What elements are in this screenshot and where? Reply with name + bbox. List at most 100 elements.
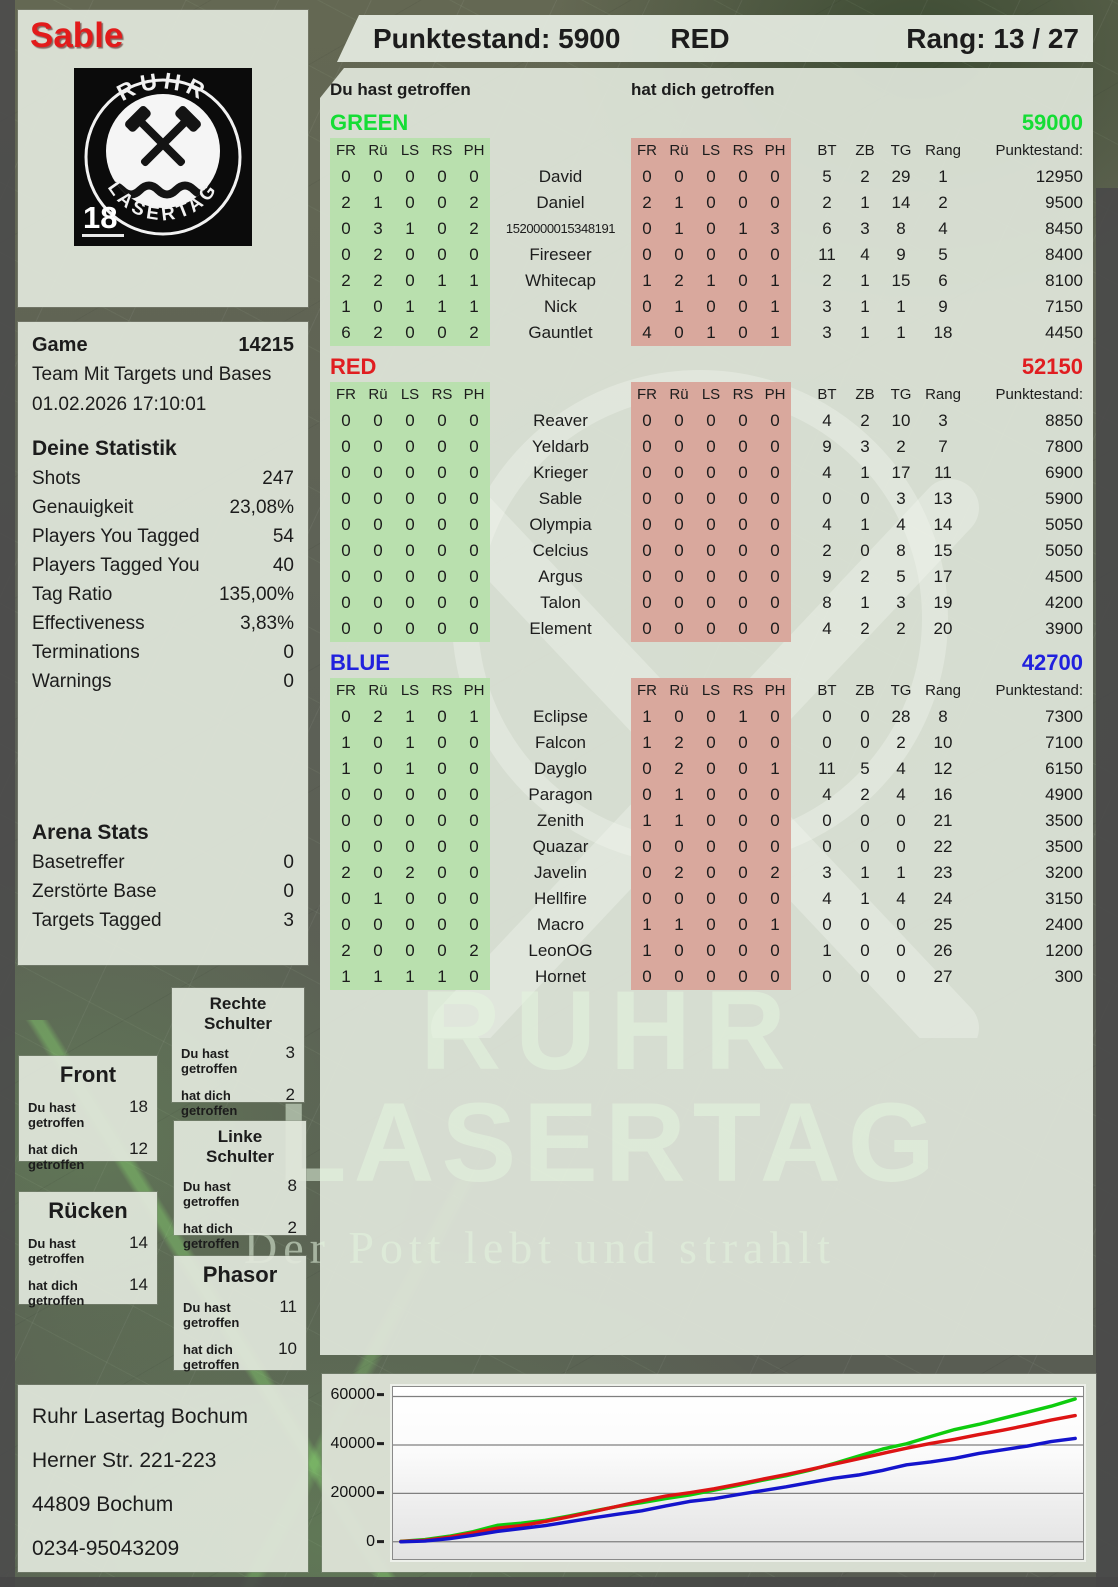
body-part-row: hat dich getroffen 14 <box>27 1275 149 1308</box>
team-table-blue: BLUE 42700 FR Rü LS RS PH FR Rü LS RS PH BT ZB TG Rang P… <box>320 648 1093 990</box>
page-right-border <box>1096 188 1118 1587</box>
hit-cell-you: 0 <box>458 782 490 808</box>
hit-cell-you: 0 <box>362 512 394 538</box>
arena-stat-row: Zerstörte Base 0 <box>32 877 294 906</box>
them-hit-value: 12 <box>129 1139 148 1158</box>
hit-cell-them: 0 <box>759 486 791 512</box>
hit-cell-them: 0 <box>695 808 727 834</box>
you-hit-label: Du hast getroffen <box>183 1300 240 1330</box>
punktestand-cell: 7300 <box>1045 707 1083 726</box>
team-header: BLUE 42700 <box>320 648 1093 678</box>
hit-cell-you: 6 <box>330 320 362 346</box>
stat-cell: 0 <box>860 915 870 934</box>
stat-cell: 6 <box>938 271 948 290</box>
hit-cell-them: 0 <box>727 938 759 964</box>
hit-cell-them: 0 <box>759 808 791 834</box>
hit-column-header: PH <box>458 678 490 704</box>
you-hit-value: 3 <box>285 1043 295 1062</box>
stat-cell: 1 <box>896 863 906 882</box>
hit-cell-them: 0 <box>727 460 759 486</box>
hit-cell-you: 0 <box>330 460 362 486</box>
hit-cell-them: 1 <box>631 938 663 964</box>
player-row: 0 0 0 0 0 Argus 0 0 0 0 0 9 2 5 17 4500 <box>320 564 1093 590</box>
hit-column-header: FR <box>631 382 663 408</box>
stat-column-header: TG <box>890 142 912 159</box>
hit-cell-you: 0 <box>426 164 458 190</box>
hit-cell-you: 0 <box>330 834 362 860</box>
stat-cell: 13 <box>933 489 953 508</box>
stat-value: 0 <box>283 641 294 663</box>
punktestand-cell: 3900 <box>1045 619 1083 638</box>
stat-cell: 23 <box>933 863 953 882</box>
punktestand-cell: 2400 <box>1045 915 1083 934</box>
logo-age-underline <box>82 234 124 237</box>
hit-cell-them: 0 <box>631 590 663 616</box>
stat-cell: 11 <box>818 759 836 778</box>
hit-cell-you: 0 <box>330 538 362 564</box>
stat-cell: 2 <box>896 733 906 752</box>
hit-cell-them: 0 <box>631 756 663 782</box>
y-axis-tick: 0 <box>366 1533 384 1551</box>
punktestand-cell: 300 <box>1054 967 1083 986</box>
game-number: 14215 <box>238 333 294 356</box>
crossed-hammers-icon <box>106 106 215 199</box>
hit-cell-them: 1 <box>759 268 791 294</box>
hit-cell-you: 0 <box>362 730 394 756</box>
stat-label: Terminations <box>32 641 140 663</box>
player-row: 0 1 0 0 0 Hellfire 0 0 0 0 0 4 1 4 24 3150 <box>320 886 1093 912</box>
player-row: 0 2 0 0 0 Fireseer 0 0 0 0 0 11 4 9 5 8400 <box>320 242 1093 268</box>
hit-cell-you: 0 <box>394 190 426 216</box>
hit-cell-you: 0 <box>362 408 394 434</box>
hit-cell-them: 0 <box>759 190 791 216</box>
team-score: 52150 <box>1021 354 1083 379</box>
stat-label: Zerstörte Base <box>32 880 157 902</box>
hit-cell-you: 0 <box>458 242 490 268</box>
player-name-cell: Celcius <box>532 541 589 560</box>
hit-column-header: PH <box>759 382 791 408</box>
stat-value: 3 <box>283 909 294 931</box>
player-name-cell: 1520000015348191 <box>505 221 616 236</box>
player-row: 0 0 0 0 0 Yeldarb 0 0 0 0 0 9 3 2 7 7800 <box>320 434 1093 460</box>
stat-cell: 3 <box>938 411 948 430</box>
hit-cell-them: 0 <box>727 886 759 912</box>
hit-cell-them: 0 <box>695 164 727 190</box>
player-row: 6 2 0 0 2 Gauntlet 4 0 1 0 1 3 1 1 18 4450 <box>320 320 1093 346</box>
stat-column-header: BT <box>817 682 837 699</box>
stat-cell: 2 <box>860 619 870 638</box>
stat-column-header: ZB <box>855 142 875 159</box>
stat-cell: 1 <box>822 941 832 960</box>
hit-cell-them: 4 <box>631 320 663 346</box>
hit-cell-you: 0 <box>426 782 458 808</box>
stat-column-header: Rang <box>925 142 961 159</box>
hit-cell-them: 0 <box>759 730 791 756</box>
them-hit-value: 2 <box>285 1085 295 1104</box>
stat-cell: 1 <box>860 889 870 908</box>
hit-cell-them: 0 <box>695 704 727 730</box>
stat-value: 3,83% <box>240 612 294 634</box>
hit-cell-them: 1 <box>631 268 663 294</box>
hit-cell-you: 0 <box>458 964 490 990</box>
hit-cell-them: 0 <box>759 512 791 538</box>
stat-cell: 2 <box>860 167 870 186</box>
hit-cell-them: 1 <box>663 808 695 834</box>
hit-cell-you: 0 <box>458 616 490 642</box>
hit-cell-them: 0 <box>695 216 727 242</box>
hit-cell-them: 0 <box>631 860 663 886</box>
body-part-row: Du hast getroffen 8 <box>182 1176 298 1209</box>
player-row: 0 2 1 0 1 Eclipse 1 0 0 1 0 0 0 28 8 7300 <box>320 704 1093 730</box>
hit-cell-you: 2 <box>458 216 490 242</box>
hit-cell-you: 1 <box>426 294 458 320</box>
hit-cell-you: 0 <box>362 782 394 808</box>
hit-cell-you: 1 <box>362 886 394 912</box>
hit-cell-them: 2 <box>631 190 663 216</box>
hit-cell-you: 0 <box>394 512 426 538</box>
hit-cell-them: 0 <box>727 538 759 564</box>
hit-cell-you: 0 <box>394 164 426 190</box>
hit-cell-them: 0 <box>631 460 663 486</box>
stat-column-header: Rang <box>925 386 961 403</box>
game-number-row: Game 14215 <box>32 330 294 360</box>
your-stats-title: Deine Statistik <box>32 437 177 460</box>
hit-cell-you: 0 <box>330 886 362 912</box>
hit-column-header: Rü <box>663 138 695 164</box>
stat-cell: 22 <box>933 837 953 856</box>
